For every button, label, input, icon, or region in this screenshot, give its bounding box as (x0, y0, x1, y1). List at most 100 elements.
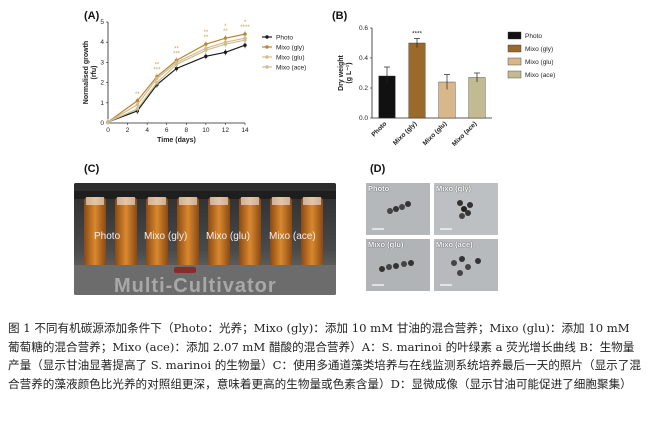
tube-label: Photo (94, 231, 121, 242)
dry-weight-bar-chart: 0.0 0.2 0.4 0.6 Dry weight (g L⁻¹) Photo Mixo (… (338, 25, 555, 148)
legend-label: Photo (276, 34, 293, 41)
brand-text: Multi-Cultivator (114, 275, 277, 295)
significance-mark: ** (155, 63, 160, 69)
culture-tube (208, 197, 230, 267)
significance-mark: *** (153, 68, 161, 74)
significance-mark: * (224, 24, 227, 30)
data-point (155, 76, 159, 81)
significance-mark: ** (223, 29, 228, 35)
data-point (174, 66, 179, 71)
x-tick-label: 4 (145, 127, 149, 134)
data-point (223, 42, 228, 46)
x-tick-label: Mixo (ace) (451, 120, 478, 147)
data-point (106, 120, 110, 124)
x-tick-label: 12 (222, 127, 230, 134)
data-point (204, 48, 208, 52)
tube-cap (210, 197, 228, 205)
legend-label: Mixo (glu) (525, 59, 554, 66)
data-point (223, 50, 228, 54)
y-tick-label: 5 (100, 19, 104, 26)
x-tick-label: 10 (202, 127, 210, 134)
legend-swatch (507, 70, 522, 79)
panel-d-label: (D) (370, 163, 386, 175)
culture-tube (177, 197, 199, 267)
legend-marker (265, 65, 269, 69)
y-tick-label: 2 (100, 80, 104, 87)
legend-marker (265, 35, 269, 39)
y-axis-label: Normalised growth (83, 41, 90, 104)
y-tick-label: 4 (100, 39, 104, 46)
culture-tubes-photo: Photo Mixo (gly) Mixo (glu) Mixo (ace) M… (74, 183, 336, 295)
significance-mark: *** (173, 51, 181, 57)
legend-swatch (507, 57, 522, 66)
culture-tube (115, 197, 137, 267)
culture-tube (84, 197, 106, 267)
x-tick-label: Mixo (glu) (422, 120, 449, 147)
bar (468, 77, 486, 119)
panel-c-label: (C) (84, 163, 100, 175)
micro-label: Mixo (glu) (368, 240, 404, 249)
x-tick-label: Mixo (gly) (392, 120, 418, 146)
legend-label: Photo (525, 33, 542, 40)
micro-image-gly: Mixo (gly) (434, 183, 498, 235)
legend-label: Mixo (ace) (525, 72, 555, 79)
data-point (204, 54, 208, 59)
data-point (243, 43, 247, 47)
legend-marker (265, 45, 269, 49)
significance-mark: * (244, 20, 247, 26)
legend-label: Mixo (gly) (525, 46, 553, 53)
x-tick-label: 14 (241, 127, 249, 134)
y-tick-label: 0.6 (359, 25, 368, 32)
y-tick-label: 3 (100, 59, 104, 66)
data-point (223, 36, 228, 40)
micro-image-glu: Mixo (glu) (366, 239, 430, 291)
x-tick-label: 2 (126, 127, 130, 134)
tube-cap (148, 197, 166, 205)
culture-tube (301, 197, 323, 267)
legend-label: Mixo (ace) (276, 64, 306, 71)
culture-tube (146, 197, 168, 267)
tube-cap (241, 197, 259, 205)
tube-cap (179, 197, 197, 205)
legend-marker (265, 55, 269, 59)
significance-mark: ** (204, 35, 209, 41)
panel-b-label: (B) (332, 10, 348, 22)
tube-label: Mixo (glu) (206, 231, 250, 242)
tube-cap (117, 197, 135, 205)
tube-cap (86, 197, 104, 205)
bar (408, 42, 426, 119)
y-axis-label-unit: (g L⁻¹) (346, 62, 353, 83)
y-axis-label-unit: (rfu) (91, 66, 98, 80)
significance-mark: ** (174, 46, 179, 52)
significance-mark: **** (412, 31, 423, 38)
data-point (174, 62, 179, 67)
x-tick-label: 0 (106, 127, 110, 134)
culture-tube (270, 197, 292, 267)
micro-image-ace: Mixo (ace) (434, 239, 498, 291)
legend-label: Mixo (gly) (276, 44, 304, 51)
tube-cap (303, 197, 321, 205)
y-axis-label: Dry weight (338, 54, 345, 90)
data-point (243, 38, 247, 42)
data-point (204, 42, 208, 46)
y-tick-label: 1 (100, 100, 104, 107)
micro-image-photo: Photo (366, 183, 430, 235)
x-tick-label: 6 (165, 127, 169, 134)
data-point (135, 103, 140, 107)
y-tick-label: 0.4 (359, 55, 368, 62)
tube-label: Mixo (gly) (144, 231, 188, 242)
legend-swatch (507, 31, 522, 40)
significance-mark: ** (204, 30, 209, 36)
significance-mark: ** (135, 92, 140, 98)
y-tick-label: 0.2 (359, 85, 368, 92)
tube-label: Mixo (ace) (269, 231, 316, 242)
y-tick-label: 0.0 (359, 115, 368, 122)
data-point (135, 99, 140, 103)
data-point (243, 32, 247, 36)
figure-caption: 图 1 不同有机碳源添加条件下（Photo：光养；Mixo (gly)：添加 1… (8, 321, 641, 391)
legend-label: Mixo (glu) (276, 54, 305, 61)
panel-a-label: (A) (84, 10, 100, 22)
micro-label: Mixo (gly) (436, 184, 471, 193)
microscopy-panel: Photo Mixo (gly) Mixo (glu) Mixo (ace) (366, 183, 500, 295)
